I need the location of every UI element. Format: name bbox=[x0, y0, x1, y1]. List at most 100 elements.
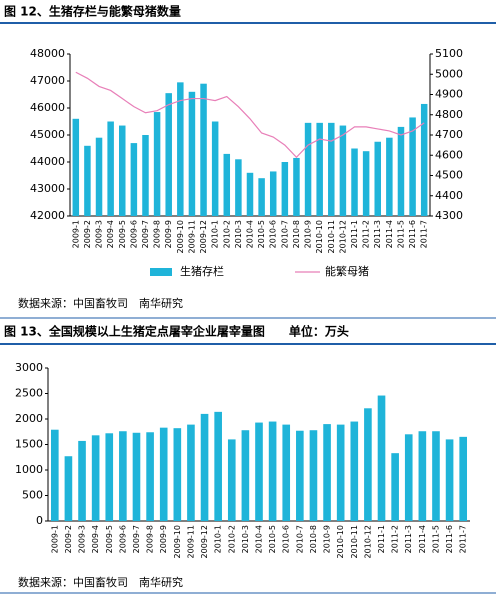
bar bbox=[296, 430, 304, 521]
bar bbox=[328, 122, 335, 216]
x-tick-label: 2010-6 bbox=[269, 220, 278, 248]
y2-tick-label: 4400 bbox=[435, 189, 463, 202]
y-tick-label: 45000 bbox=[30, 128, 65, 141]
bar bbox=[227, 439, 236, 521]
bar bbox=[281, 162, 289, 216]
bar bbox=[84, 145, 91, 216]
x-tick-label: 2009-12 bbox=[199, 220, 208, 253]
x-tick-label: 2010-9 bbox=[323, 525, 332, 553]
x-tick-label: 2010-1 bbox=[211, 220, 220, 248]
x-tick-label: 2011-4 bbox=[418, 525, 427, 553]
bar bbox=[282, 424, 291, 521]
bar bbox=[165, 93, 172, 216]
y-tick-label: 48000 bbox=[30, 47, 65, 60]
y-tick-label: 43000 bbox=[30, 182, 65, 195]
x-tick-label: 2011-5 bbox=[396, 220, 405, 248]
x-tick-label: 2010-1 bbox=[214, 525, 223, 553]
bar bbox=[304, 122, 312, 216]
y2-tick-label: 5000 bbox=[435, 67, 463, 80]
bar bbox=[119, 431, 127, 521]
bar bbox=[459, 436, 468, 521]
bar bbox=[153, 112, 161, 216]
x-tick-label: 2011-5 bbox=[431, 525, 440, 553]
y2-tick-label: 4600 bbox=[435, 148, 463, 161]
x-tick-label: 2009-11 bbox=[186, 525, 195, 558]
bar bbox=[246, 172, 254, 216]
x-tick-label: 2010-4 bbox=[246, 220, 255, 248]
x-tick-label: 2010-6 bbox=[282, 525, 291, 553]
x-tick-label: 2010-8 bbox=[292, 220, 301, 248]
bar bbox=[386, 137, 393, 216]
x-tick-label: 2011-3 bbox=[404, 525, 413, 553]
y-tick-label: 3000 bbox=[15, 361, 43, 374]
bar bbox=[339, 125, 347, 216]
bar bbox=[50, 429, 59, 521]
y-tick-label: 2500 bbox=[15, 387, 43, 400]
bar bbox=[119, 125, 126, 216]
x-tick-label: 2010-12 bbox=[338, 220, 347, 253]
bar bbox=[130, 143, 138, 216]
y-tick-label: 1500 bbox=[15, 438, 43, 451]
bar bbox=[188, 91, 196, 216]
x-tick-label: 2009-11 bbox=[187, 220, 196, 253]
bar bbox=[142, 135, 149, 216]
y2-tick-label: 4900 bbox=[435, 88, 463, 101]
bar bbox=[397, 126, 405, 216]
bar bbox=[214, 411, 222, 521]
x-tick-label: 2011-1 bbox=[377, 525, 386, 553]
chart-title: 图 13、全国规模以上生猪定点屠宰企业屠宰量图 单位：万头 bbox=[4, 324, 349, 339]
x-tick-label: 2009-2 bbox=[64, 525, 73, 553]
bar bbox=[132, 432, 141, 521]
y-tick-label: 44000 bbox=[30, 155, 65, 168]
source: 数据来源：中国畜牧司 南华研究 bbox=[18, 296, 183, 310]
x-tick-label: 2010-2 bbox=[227, 525, 236, 553]
bar bbox=[391, 453, 399, 521]
y2-tick-label: 4700 bbox=[435, 128, 463, 141]
bar bbox=[187, 424, 195, 521]
x-tick-label: 2009-9 bbox=[159, 525, 168, 553]
x-tick-label: 2009-6 bbox=[118, 525, 127, 553]
bar bbox=[177, 82, 184, 216]
y-tick-label: 42000 bbox=[30, 209, 65, 222]
bar bbox=[432, 431, 440, 521]
x-tick-label: 2010-8 bbox=[309, 525, 318, 553]
x-tick-label: 2009-3 bbox=[95, 220, 104, 248]
bar bbox=[200, 413, 209, 521]
x-tick-label: 2011-4 bbox=[385, 220, 394, 248]
y2-tick-label: 4800 bbox=[435, 108, 463, 121]
x-tick-label: 2010-4 bbox=[255, 525, 264, 553]
x-tick-label: 2011-3 bbox=[373, 220, 382, 248]
x-tick-label: 2009-8 bbox=[146, 525, 155, 553]
bar bbox=[323, 424, 331, 521]
x-tick-label: 2009-8 bbox=[153, 220, 162, 248]
y-tick-label: 0 bbox=[36, 514, 43, 527]
legend-label: 能繁母猪 bbox=[325, 264, 369, 278]
bar bbox=[362, 151, 370, 216]
x-tick-label: 2010-9 bbox=[304, 220, 313, 248]
x-tick-label: 2009-4 bbox=[106, 220, 115, 248]
bar bbox=[72, 118, 80, 216]
legend-swatch bbox=[150, 268, 172, 276]
bar bbox=[364, 408, 372, 521]
x-tick-label: 2011-6 bbox=[408, 220, 417, 248]
x-tick-label: 2010-7 bbox=[280, 220, 289, 248]
bar bbox=[418, 431, 427, 521]
x-tick-label: 2009-10 bbox=[173, 525, 182, 558]
bar bbox=[377, 395, 386, 521]
source: 数据来源：中国畜牧司 南华研究 bbox=[18, 575, 183, 589]
bar bbox=[258, 178, 265, 216]
y-tick-label: 500 bbox=[22, 489, 43, 502]
bar bbox=[336, 424, 345, 521]
bar bbox=[173, 428, 182, 521]
y-tick-label: 1000 bbox=[15, 463, 43, 476]
bar bbox=[105, 433, 114, 521]
x-tick-label: 2010-5 bbox=[257, 220, 266, 248]
bar bbox=[293, 157, 300, 216]
bar bbox=[374, 141, 381, 216]
bar bbox=[223, 153, 231, 216]
x-tick-label: 2009-10 bbox=[176, 220, 185, 253]
x-tick-label: 2009-7 bbox=[141, 220, 150, 248]
bar bbox=[316, 122, 323, 216]
x-tick-label: 2011-2 bbox=[362, 220, 371, 248]
